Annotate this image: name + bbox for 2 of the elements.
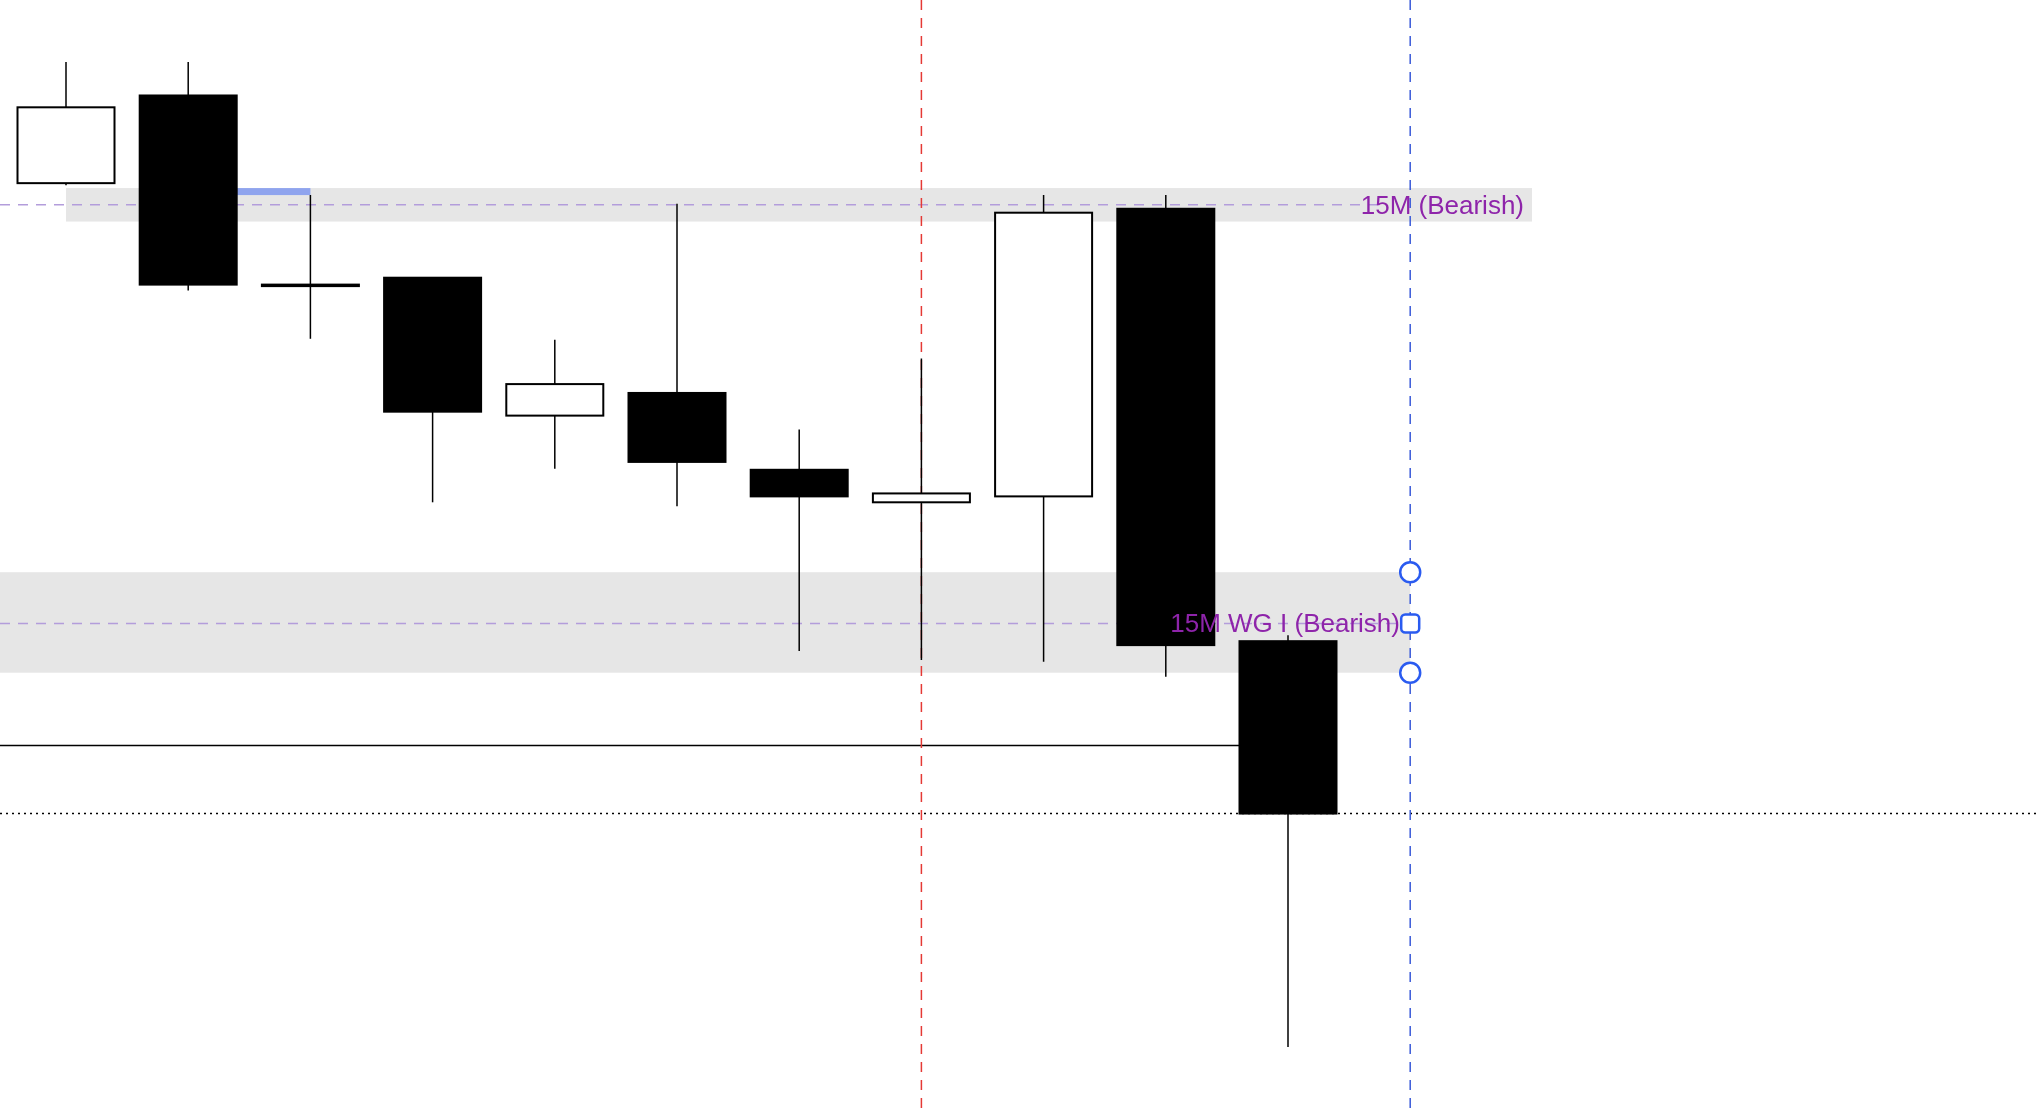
candlestick (871, 357, 971, 661)
ref-line-label: 15M (Bearish) (1360, 189, 1524, 220)
